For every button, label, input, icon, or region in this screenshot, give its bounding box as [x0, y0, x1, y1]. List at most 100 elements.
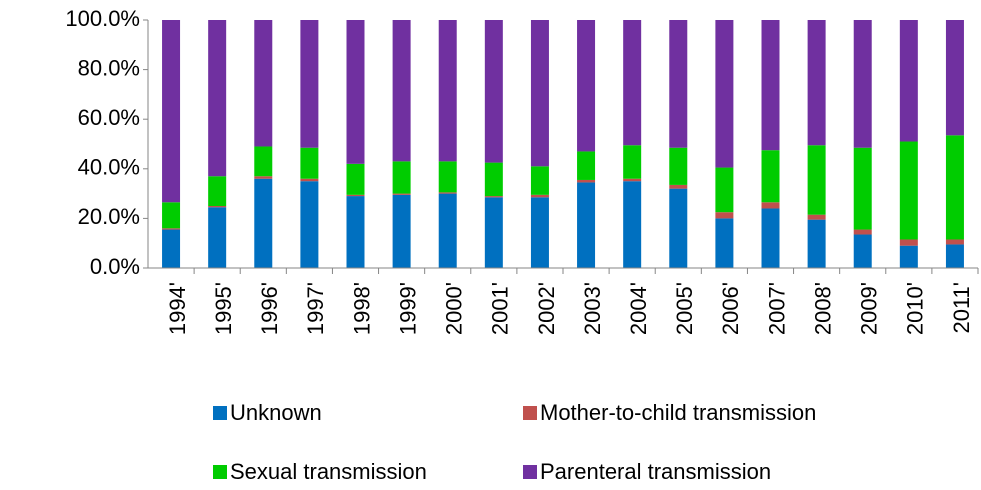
bar-segment: [945, 135, 964, 240]
bar-segment: [899, 245, 918, 268]
bar-segment: [254, 178, 273, 268]
legend-label: Sexual transmission: [230, 459, 427, 484]
bar-segment: [484, 196, 503, 198]
x-tick-label: 1995': [211, 282, 236, 335]
bar-segment: [254, 146, 273, 177]
bar-segment: [530, 194, 549, 198]
x-tick-label: 1996': [257, 282, 282, 335]
bar-segment: [530, 20, 549, 167]
x-tick-label: 2004': [626, 282, 651, 335]
bar-segment: [162, 229, 181, 268]
x-tick-label: 2002': [534, 282, 559, 335]
bar-segment: [715, 212, 734, 219]
x-tick-label: 2000': [442, 282, 467, 335]
bar-segment: [162, 20, 181, 203]
bar-segment: [530, 166, 549, 195]
bar-segment: [715, 20, 734, 168]
x-tick-label: 2007': [764, 282, 789, 335]
bar-segment: [761, 202, 780, 209]
bar-segment: [484, 20, 503, 163]
bar-segment: [623, 20, 642, 146]
bar-segment: [853, 229, 872, 235]
bar-segment: [577, 151, 596, 180]
bar-segment: [208, 176, 227, 206]
bar-segment: [853, 20, 872, 148]
bar-segment: [162, 228, 181, 230]
bar-segment: [392, 20, 411, 162]
bar-segment: [899, 239, 918, 246]
legend-label: Parenteral transmission: [540, 459, 771, 484]
x-tick-label: 2006': [718, 282, 743, 335]
legend-swatch: [213, 406, 227, 420]
bar-segment: [208, 206, 227, 208]
bar-segment: [807, 219, 826, 268]
bar-segment: [669, 184, 688, 189]
legend-swatch: [523, 465, 537, 479]
bar-segment: [300, 20, 319, 148]
bar-segment: [899, 141, 918, 240]
bar-segment: [208, 20, 227, 177]
x-tick-label: 2010': [903, 282, 928, 335]
bar-segment: [254, 20, 273, 147]
bar-segment: [438, 161, 457, 193]
bar-segment: [715, 167, 734, 213]
bar-segment: [392, 193, 411, 195]
x-tick-label: 2011': [949, 282, 974, 334]
bar-segment: [853, 234, 872, 268]
bar-segment: [715, 218, 734, 268]
y-tick-label: 60.0%: [78, 105, 140, 130]
bar-segment: [438, 20, 457, 162]
bar-segment: [346, 196, 365, 268]
x-tick-label: 1997': [303, 282, 328, 335]
bar-segment: [438, 192, 457, 194]
y-tick-label: 40.0%: [78, 155, 140, 180]
bar-segment: [484, 197, 503, 268]
bar-segment: [577, 20, 596, 152]
x-tick-label: 2005': [672, 282, 697, 335]
bar-segment: [623, 178, 642, 182]
bar-segment: [807, 214, 826, 220]
bar-segment: [669, 147, 688, 185]
bar-segment: [945, 244, 964, 268]
bar-segment: [669, 188, 688, 268]
y-tick-label: 20.0%: [78, 204, 140, 229]
bar-segment: [623, 181, 642, 268]
legend-label: Unknown: [230, 400, 322, 425]
y-tick-label: 80.0%: [78, 55, 140, 80]
bar-segment: [807, 145, 826, 215]
bar-segment: [392, 194, 411, 268]
bar-segment: [899, 20, 918, 142]
legend-label: Mother-to-child transmission: [540, 400, 816, 425]
bar-segment: [761, 150, 780, 203]
bar-segment: [807, 20, 826, 146]
x-tick-label: 2001': [488, 282, 513, 335]
bar-segment: [945, 20, 964, 136]
x-tick-label: 1999': [395, 282, 420, 335]
bar-segment: [438, 193, 457, 268]
bar-segment: [392, 161, 411, 194]
bar-segment: [577, 182, 596, 268]
bar-segment: [945, 239, 964, 245]
x-tick-label: 2009': [857, 282, 882, 335]
bar-segment: [577, 179, 596, 183]
y-tick-label: 0.0%: [90, 254, 140, 279]
bar-segment: [300, 181, 319, 268]
bar-segment: [669, 20, 688, 148]
x-tick-label: 2003': [580, 282, 605, 335]
bar-segment: [300, 147, 319, 179]
bar-segment: [761, 20, 780, 151]
bar-segment: [530, 197, 549, 268]
bar-segment: [346, 20, 365, 164]
x-tick-label: 1998': [349, 282, 374, 335]
bar-segment: [346, 163, 365, 195]
bar-segment: [346, 194, 365, 197]
bar-segment: [623, 145, 642, 179]
x-tick-label: 2008': [810, 282, 835, 335]
bar-segment: [254, 176, 273, 179]
bar-segment: [162, 202, 181, 229]
bar-segment: [300, 178, 319, 182]
y-tick-label: 100.0%: [65, 6, 140, 31]
bar-segment: [853, 147, 872, 230]
bar-segment: [761, 208, 780, 268]
